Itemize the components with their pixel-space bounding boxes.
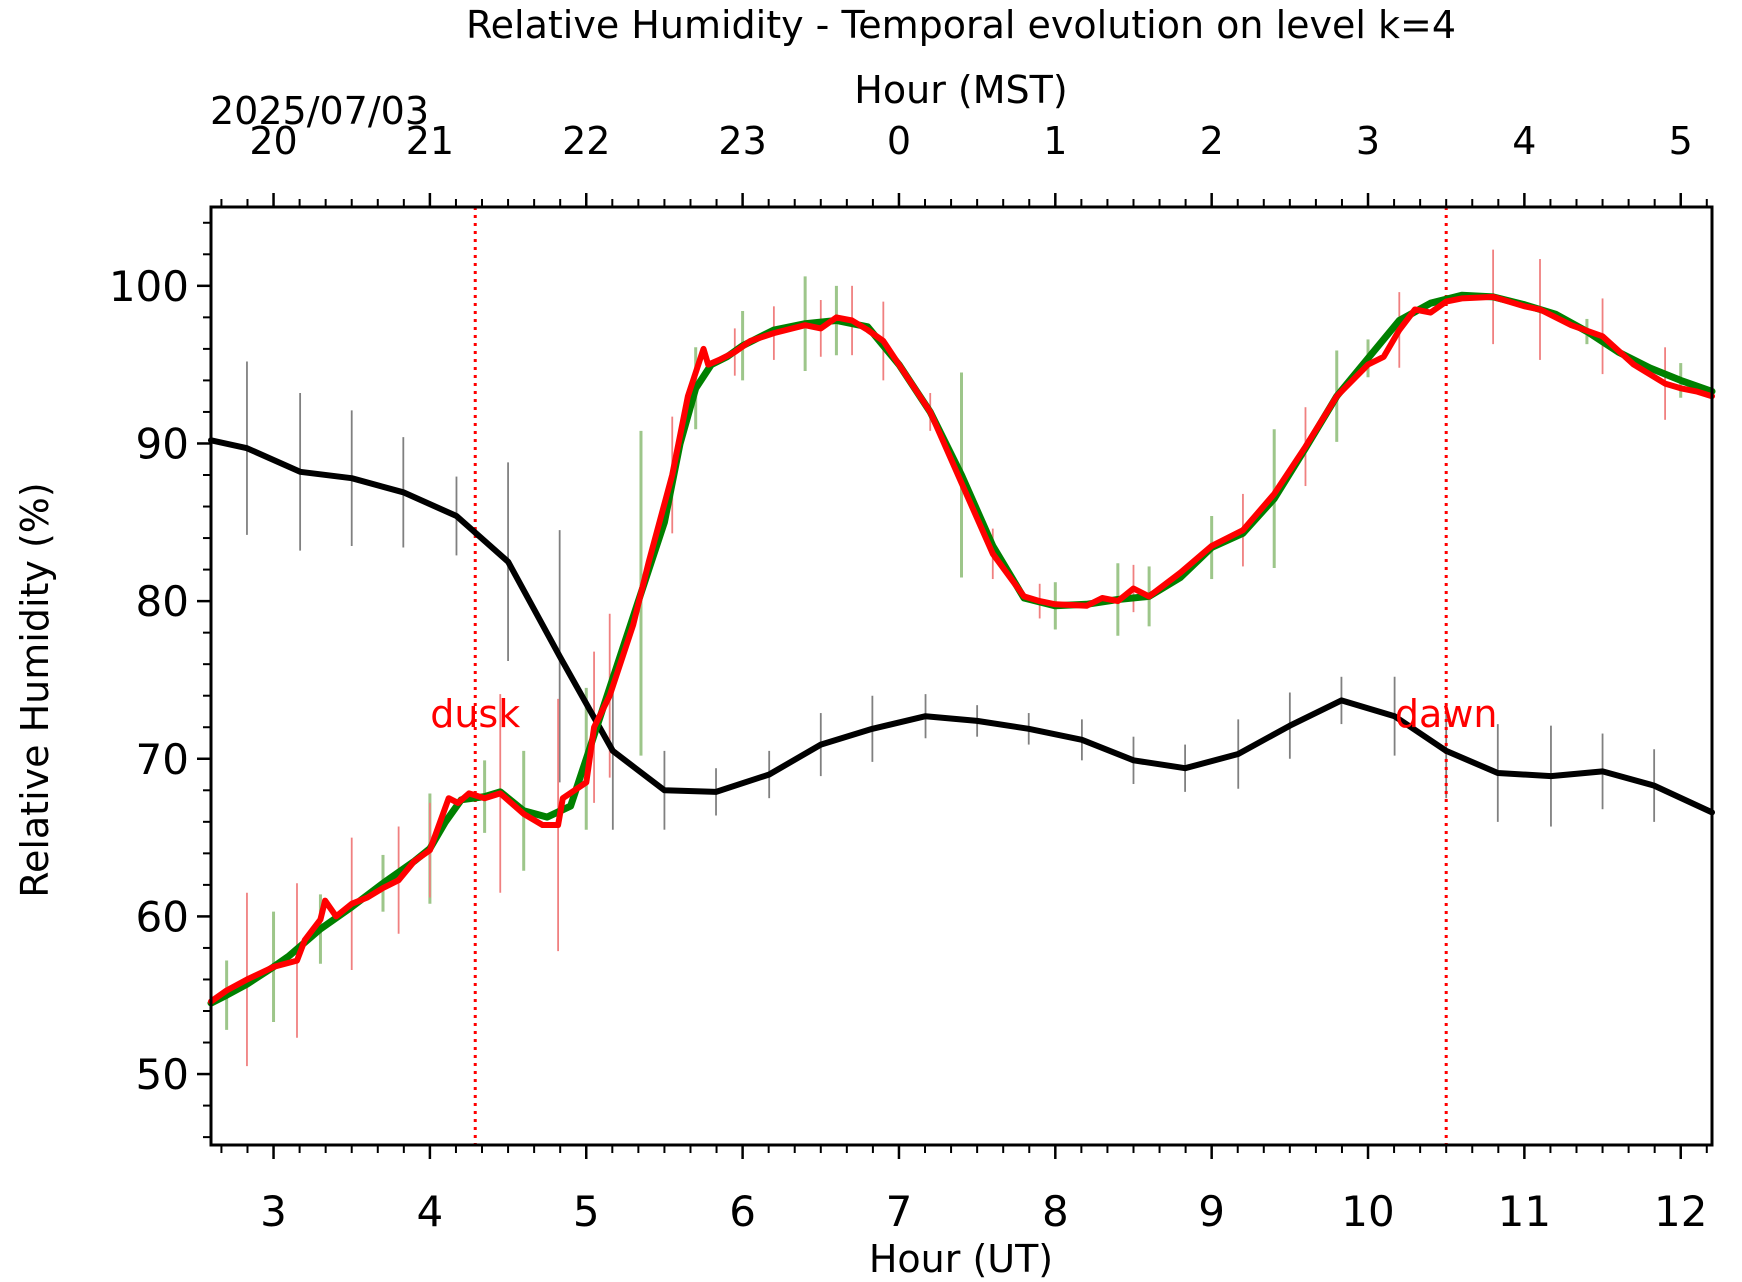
x-tick-label: 3 <box>260 1187 287 1236</box>
plot-frame <box>209 205 1714 1147</box>
top-tick-label: 4 <box>1512 119 1536 163</box>
plot-area <box>207 207 1716 1145</box>
series-line-0 <box>208 437 1715 816</box>
y-tick-label: 70 <box>136 735 189 784</box>
x-tick-label: 4 <box>417 1187 444 1236</box>
top-tick-label: 2 <box>1200 119 1224 163</box>
x-tick-label: 12 <box>1654 1187 1707 1236</box>
top-axis-label: Hour (MST) <box>854 68 1067 112</box>
top-tick-label: 22 <box>562 119 610 163</box>
y-tick-label: 90 <box>136 419 189 468</box>
top-tick-label: 5 <box>1669 119 1693 163</box>
date-label: 2025/07/03 <box>210 89 429 133</box>
x-axis-label: Hour (UT) <box>869 1237 1053 1281</box>
x-tick-label: 8 <box>1042 1187 1069 1236</box>
series-line-2 <box>208 293 1715 1005</box>
x-tick-label: 7 <box>886 1187 913 1236</box>
top-tick-label: 20 <box>249 119 297 163</box>
top-tick-label: 23 <box>718 119 766 163</box>
y-tick-label: 60 <box>136 892 189 941</box>
y-axis-label: Relative Humidity (%) <box>13 482 57 897</box>
x-tick-label: 10 <box>1341 1187 1394 1236</box>
dawn-label: dawn <box>1395 692 1498 736</box>
dusk-label: dusk <box>430 692 520 736</box>
top-tick-label: 0 <box>887 119 911 163</box>
y-tick-label: 100 <box>109 262 189 311</box>
chart-title: Relative Humidity - Temporal evolution o… <box>466 3 1456 47</box>
top-tick-label: 3 <box>1356 119 1380 163</box>
x-tick-label: 11 <box>1498 1187 1551 1236</box>
top-tick-label: 1 <box>1043 119 1067 163</box>
y-tick-label: 50 <box>136 1050 189 1099</box>
top-tick-label: 21 <box>406 119 454 163</box>
x-tick-label: 6 <box>729 1187 756 1236</box>
x-tick-label: 9 <box>1198 1187 1225 1236</box>
x-tick-label: 5 <box>573 1187 600 1236</box>
y-tick-label: 80 <box>136 577 189 626</box>
